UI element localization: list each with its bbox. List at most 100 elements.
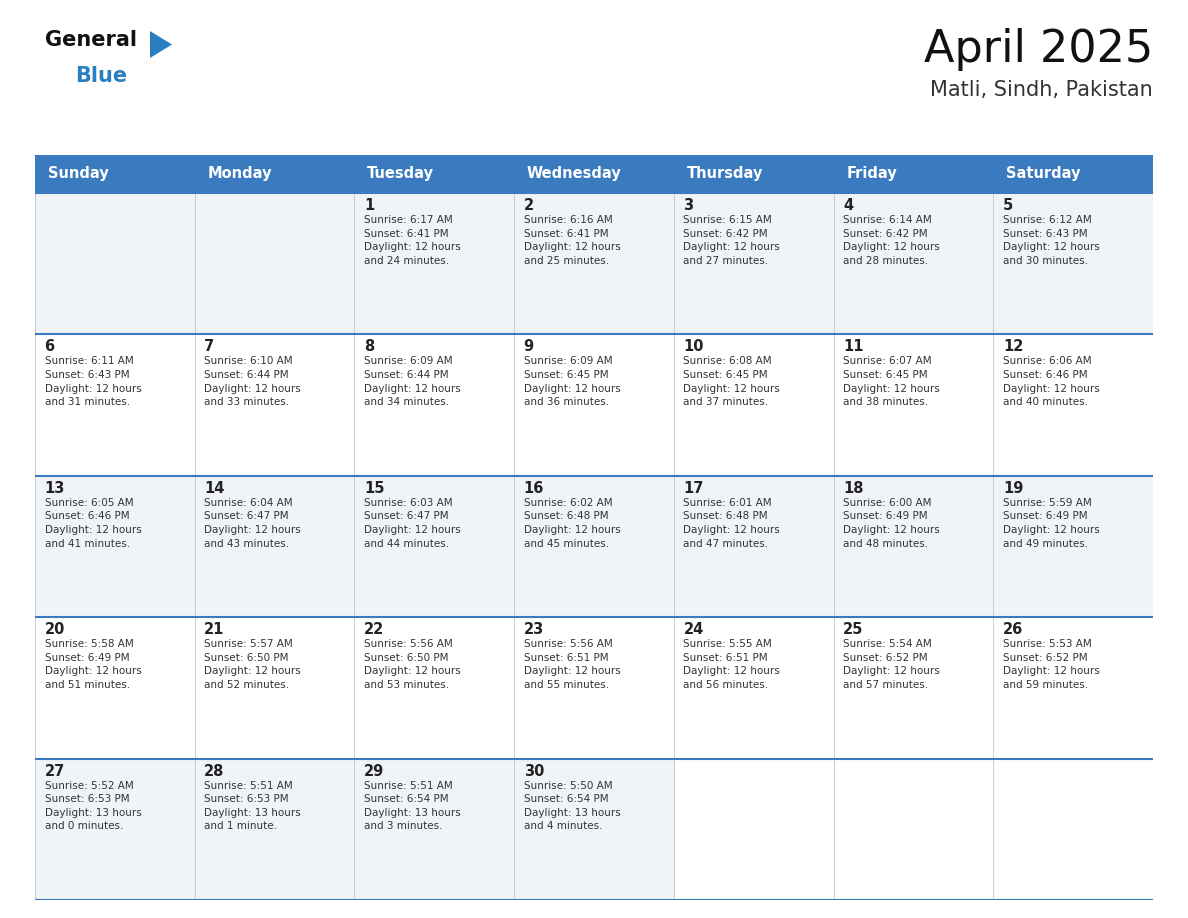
- Text: Sunrise: 6:02 AM
Sunset: 6:48 PM
Daylight: 12 hours
and 45 minutes.: Sunrise: 6:02 AM Sunset: 6:48 PM Dayligh…: [524, 498, 620, 549]
- Text: Saturday: Saturday: [1006, 166, 1081, 182]
- Text: Blue: Blue: [75, 66, 127, 86]
- Text: Thursday: Thursday: [687, 166, 763, 182]
- Bar: [514, 155, 674, 193]
- Bar: [993, 476, 1154, 617]
- Text: 1: 1: [364, 198, 374, 213]
- Bar: [354, 193, 514, 334]
- Text: Sunday: Sunday: [48, 166, 108, 182]
- Bar: [993, 193, 1154, 334]
- Text: 23: 23: [524, 622, 544, 637]
- Text: Sunrise: 5:51 AM
Sunset: 6:53 PM
Daylight: 13 hours
and 1 minute.: Sunrise: 5:51 AM Sunset: 6:53 PM Dayligh…: [204, 780, 301, 832]
- Bar: [674, 334, 834, 476]
- Text: 16: 16: [524, 481, 544, 496]
- Text: Sunrise: 5:57 AM
Sunset: 6:50 PM
Daylight: 12 hours
and 52 minutes.: Sunrise: 5:57 AM Sunset: 6:50 PM Dayligh…: [204, 639, 301, 690]
- Text: 3: 3: [683, 198, 694, 213]
- Text: Sunrise: 5:59 AM
Sunset: 6:49 PM
Daylight: 12 hours
and 49 minutes.: Sunrise: 5:59 AM Sunset: 6:49 PM Dayligh…: [1003, 498, 1100, 549]
- Text: General: General: [45, 30, 137, 50]
- Text: Sunrise: 5:54 AM
Sunset: 6:52 PM
Daylight: 12 hours
and 57 minutes.: Sunrise: 5:54 AM Sunset: 6:52 PM Dayligh…: [843, 639, 940, 690]
- Text: Sunrise: 6:06 AM
Sunset: 6:46 PM
Daylight: 12 hours
and 40 minutes.: Sunrise: 6:06 AM Sunset: 6:46 PM Dayligh…: [1003, 356, 1100, 408]
- Text: Sunrise: 5:55 AM
Sunset: 6:51 PM
Daylight: 12 hours
and 56 minutes.: Sunrise: 5:55 AM Sunset: 6:51 PM Dayligh…: [683, 639, 781, 690]
- Bar: [195, 334, 354, 476]
- Text: Sunrise: 5:52 AM
Sunset: 6:53 PM
Daylight: 13 hours
and 0 minutes.: Sunrise: 5:52 AM Sunset: 6:53 PM Dayligh…: [45, 780, 141, 832]
- Bar: [674, 155, 834, 193]
- Text: 22: 22: [364, 622, 384, 637]
- Bar: [993, 334, 1154, 476]
- Text: Sunrise: 5:51 AM
Sunset: 6:54 PM
Daylight: 13 hours
and 3 minutes.: Sunrise: 5:51 AM Sunset: 6:54 PM Dayligh…: [364, 780, 461, 832]
- Text: Sunrise: 6:01 AM
Sunset: 6:48 PM
Daylight: 12 hours
and 47 minutes.: Sunrise: 6:01 AM Sunset: 6:48 PM Dayligh…: [683, 498, 781, 549]
- Bar: [354, 334, 514, 476]
- Text: 7: 7: [204, 340, 214, 354]
- Text: 14: 14: [204, 481, 225, 496]
- Text: Sunrise: 6:08 AM
Sunset: 6:45 PM
Daylight: 12 hours
and 37 minutes.: Sunrise: 6:08 AM Sunset: 6:45 PM Dayligh…: [683, 356, 781, 408]
- Text: 2: 2: [524, 198, 533, 213]
- Text: Sunrise: 6:04 AM
Sunset: 6:47 PM
Daylight: 12 hours
and 43 minutes.: Sunrise: 6:04 AM Sunset: 6:47 PM Dayligh…: [204, 498, 301, 549]
- Text: Sunrise: 6:16 AM
Sunset: 6:41 PM
Daylight: 12 hours
and 25 minutes.: Sunrise: 6:16 AM Sunset: 6:41 PM Dayligh…: [524, 215, 620, 266]
- Bar: [674, 617, 834, 758]
- Text: Wednesday: Wednesday: [527, 166, 621, 182]
- Bar: [195, 193, 354, 334]
- Bar: [34, 476, 195, 617]
- Text: 10: 10: [683, 340, 704, 354]
- Text: 28: 28: [204, 764, 225, 778]
- Text: Sunrise: 6:05 AM
Sunset: 6:46 PM
Daylight: 12 hours
and 41 minutes.: Sunrise: 6:05 AM Sunset: 6:46 PM Dayligh…: [45, 498, 141, 549]
- Text: 13: 13: [45, 481, 65, 496]
- Text: Sunrise: 6:12 AM
Sunset: 6:43 PM
Daylight: 12 hours
and 30 minutes.: Sunrise: 6:12 AM Sunset: 6:43 PM Dayligh…: [1003, 215, 1100, 266]
- Text: Sunrise: 6:15 AM
Sunset: 6:42 PM
Daylight: 12 hours
and 27 minutes.: Sunrise: 6:15 AM Sunset: 6:42 PM Dayligh…: [683, 215, 781, 266]
- Text: Sunrise: 6:09 AM
Sunset: 6:45 PM
Daylight: 12 hours
and 36 minutes.: Sunrise: 6:09 AM Sunset: 6:45 PM Dayligh…: [524, 356, 620, 408]
- Text: 15: 15: [364, 481, 385, 496]
- Polygon shape: [150, 31, 172, 58]
- Text: Friday: Friday: [846, 166, 897, 182]
- Bar: [354, 758, 514, 900]
- Text: 5: 5: [1003, 198, 1013, 213]
- Text: 6: 6: [45, 340, 55, 354]
- Text: Sunrise: 5:56 AM
Sunset: 6:51 PM
Daylight: 12 hours
and 55 minutes.: Sunrise: 5:56 AM Sunset: 6:51 PM Dayligh…: [524, 639, 620, 690]
- Text: 30: 30: [524, 764, 544, 778]
- Text: Matli, Sindh, Pakistan: Matli, Sindh, Pakistan: [930, 80, 1154, 100]
- Text: 17: 17: [683, 481, 703, 496]
- Text: 19: 19: [1003, 481, 1023, 496]
- Bar: [674, 193, 834, 334]
- Text: 20: 20: [45, 622, 65, 637]
- Text: Sunrise: 6:10 AM
Sunset: 6:44 PM
Daylight: 12 hours
and 33 minutes.: Sunrise: 6:10 AM Sunset: 6:44 PM Dayligh…: [204, 356, 301, 408]
- Bar: [195, 758, 354, 900]
- Text: Sunrise: 6:00 AM
Sunset: 6:49 PM
Daylight: 12 hours
and 48 minutes.: Sunrise: 6:00 AM Sunset: 6:49 PM Dayligh…: [843, 498, 940, 549]
- Text: Sunrise: 6:09 AM
Sunset: 6:44 PM
Daylight: 12 hours
and 34 minutes.: Sunrise: 6:09 AM Sunset: 6:44 PM Dayligh…: [364, 356, 461, 408]
- Bar: [34, 334, 195, 476]
- Text: 27: 27: [45, 764, 65, 778]
- Text: 21: 21: [204, 622, 225, 637]
- Bar: [514, 476, 674, 617]
- Text: 18: 18: [843, 481, 864, 496]
- Text: Sunrise: 6:03 AM
Sunset: 6:47 PM
Daylight: 12 hours
and 44 minutes.: Sunrise: 6:03 AM Sunset: 6:47 PM Dayligh…: [364, 498, 461, 549]
- Text: Sunrise: 5:53 AM
Sunset: 6:52 PM
Daylight: 12 hours
and 59 minutes.: Sunrise: 5:53 AM Sunset: 6:52 PM Dayligh…: [1003, 639, 1100, 690]
- Bar: [354, 476, 514, 617]
- Bar: [34, 193, 195, 334]
- Text: 12: 12: [1003, 340, 1023, 354]
- Text: Sunrise: 5:56 AM
Sunset: 6:50 PM
Daylight: 12 hours
and 53 minutes.: Sunrise: 5:56 AM Sunset: 6:50 PM Dayligh…: [364, 639, 461, 690]
- Bar: [514, 617, 674, 758]
- Text: 29: 29: [364, 764, 384, 778]
- Bar: [514, 758, 674, 900]
- Bar: [34, 155, 195, 193]
- Text: 9: 9: [524, 340, 533, 354]
- Bar: [834, 476, 993, 617]
- Bar: [514, 334, 674, 476]
- Bar: [834, 155, 993, 193]
- Text: Tuesday: Tuesday: [367, 166, 434, 182]
- Bar: [34, 617, 195, 758]
- Text: 24: 24: [683, 622, 703, 637]
- Text: Sunrise: 6:14 AM
Sunset: 6:42 PM
Daylight: 12 hours
and 28 minutes.: Sunrise: 6:14 AM Sunset: 6:42 PM Dayligh…: [843, 215, 940, 266]
- Bar: [993, 155, 1154, 193]
- Text: 25: 25: [843, 622, 864, 637]
- Bar: [993, 617, 1154, 758]
- Text: 26: 26: [1003, 622, 1023, 637]
- Bar: [834, 193, 993, 334]
- Bar: [354, 155, 514, 193]
- Text: 8: 8: [364, 340, 374, 354]
- Bar: [834, 334, 993, 476]
- Bar: [195, 476, 354, 617]
- Bar: [34, 758, 195, 900]
- Text: Monday: Monday: [208, 166, 272, 182]
- Text: Sunrise: 6:17 AM
Sunset: 6:41 PM
Daylight: 12 hours
and 24 minutes.: Sunrise: 6:17 AM Sunset: 6:41 PM Dayligh…: [364, 215, 461, 266]
- Bar: [834, 617, 993, 758]
- Bar: [514, 193, 674, 334]
